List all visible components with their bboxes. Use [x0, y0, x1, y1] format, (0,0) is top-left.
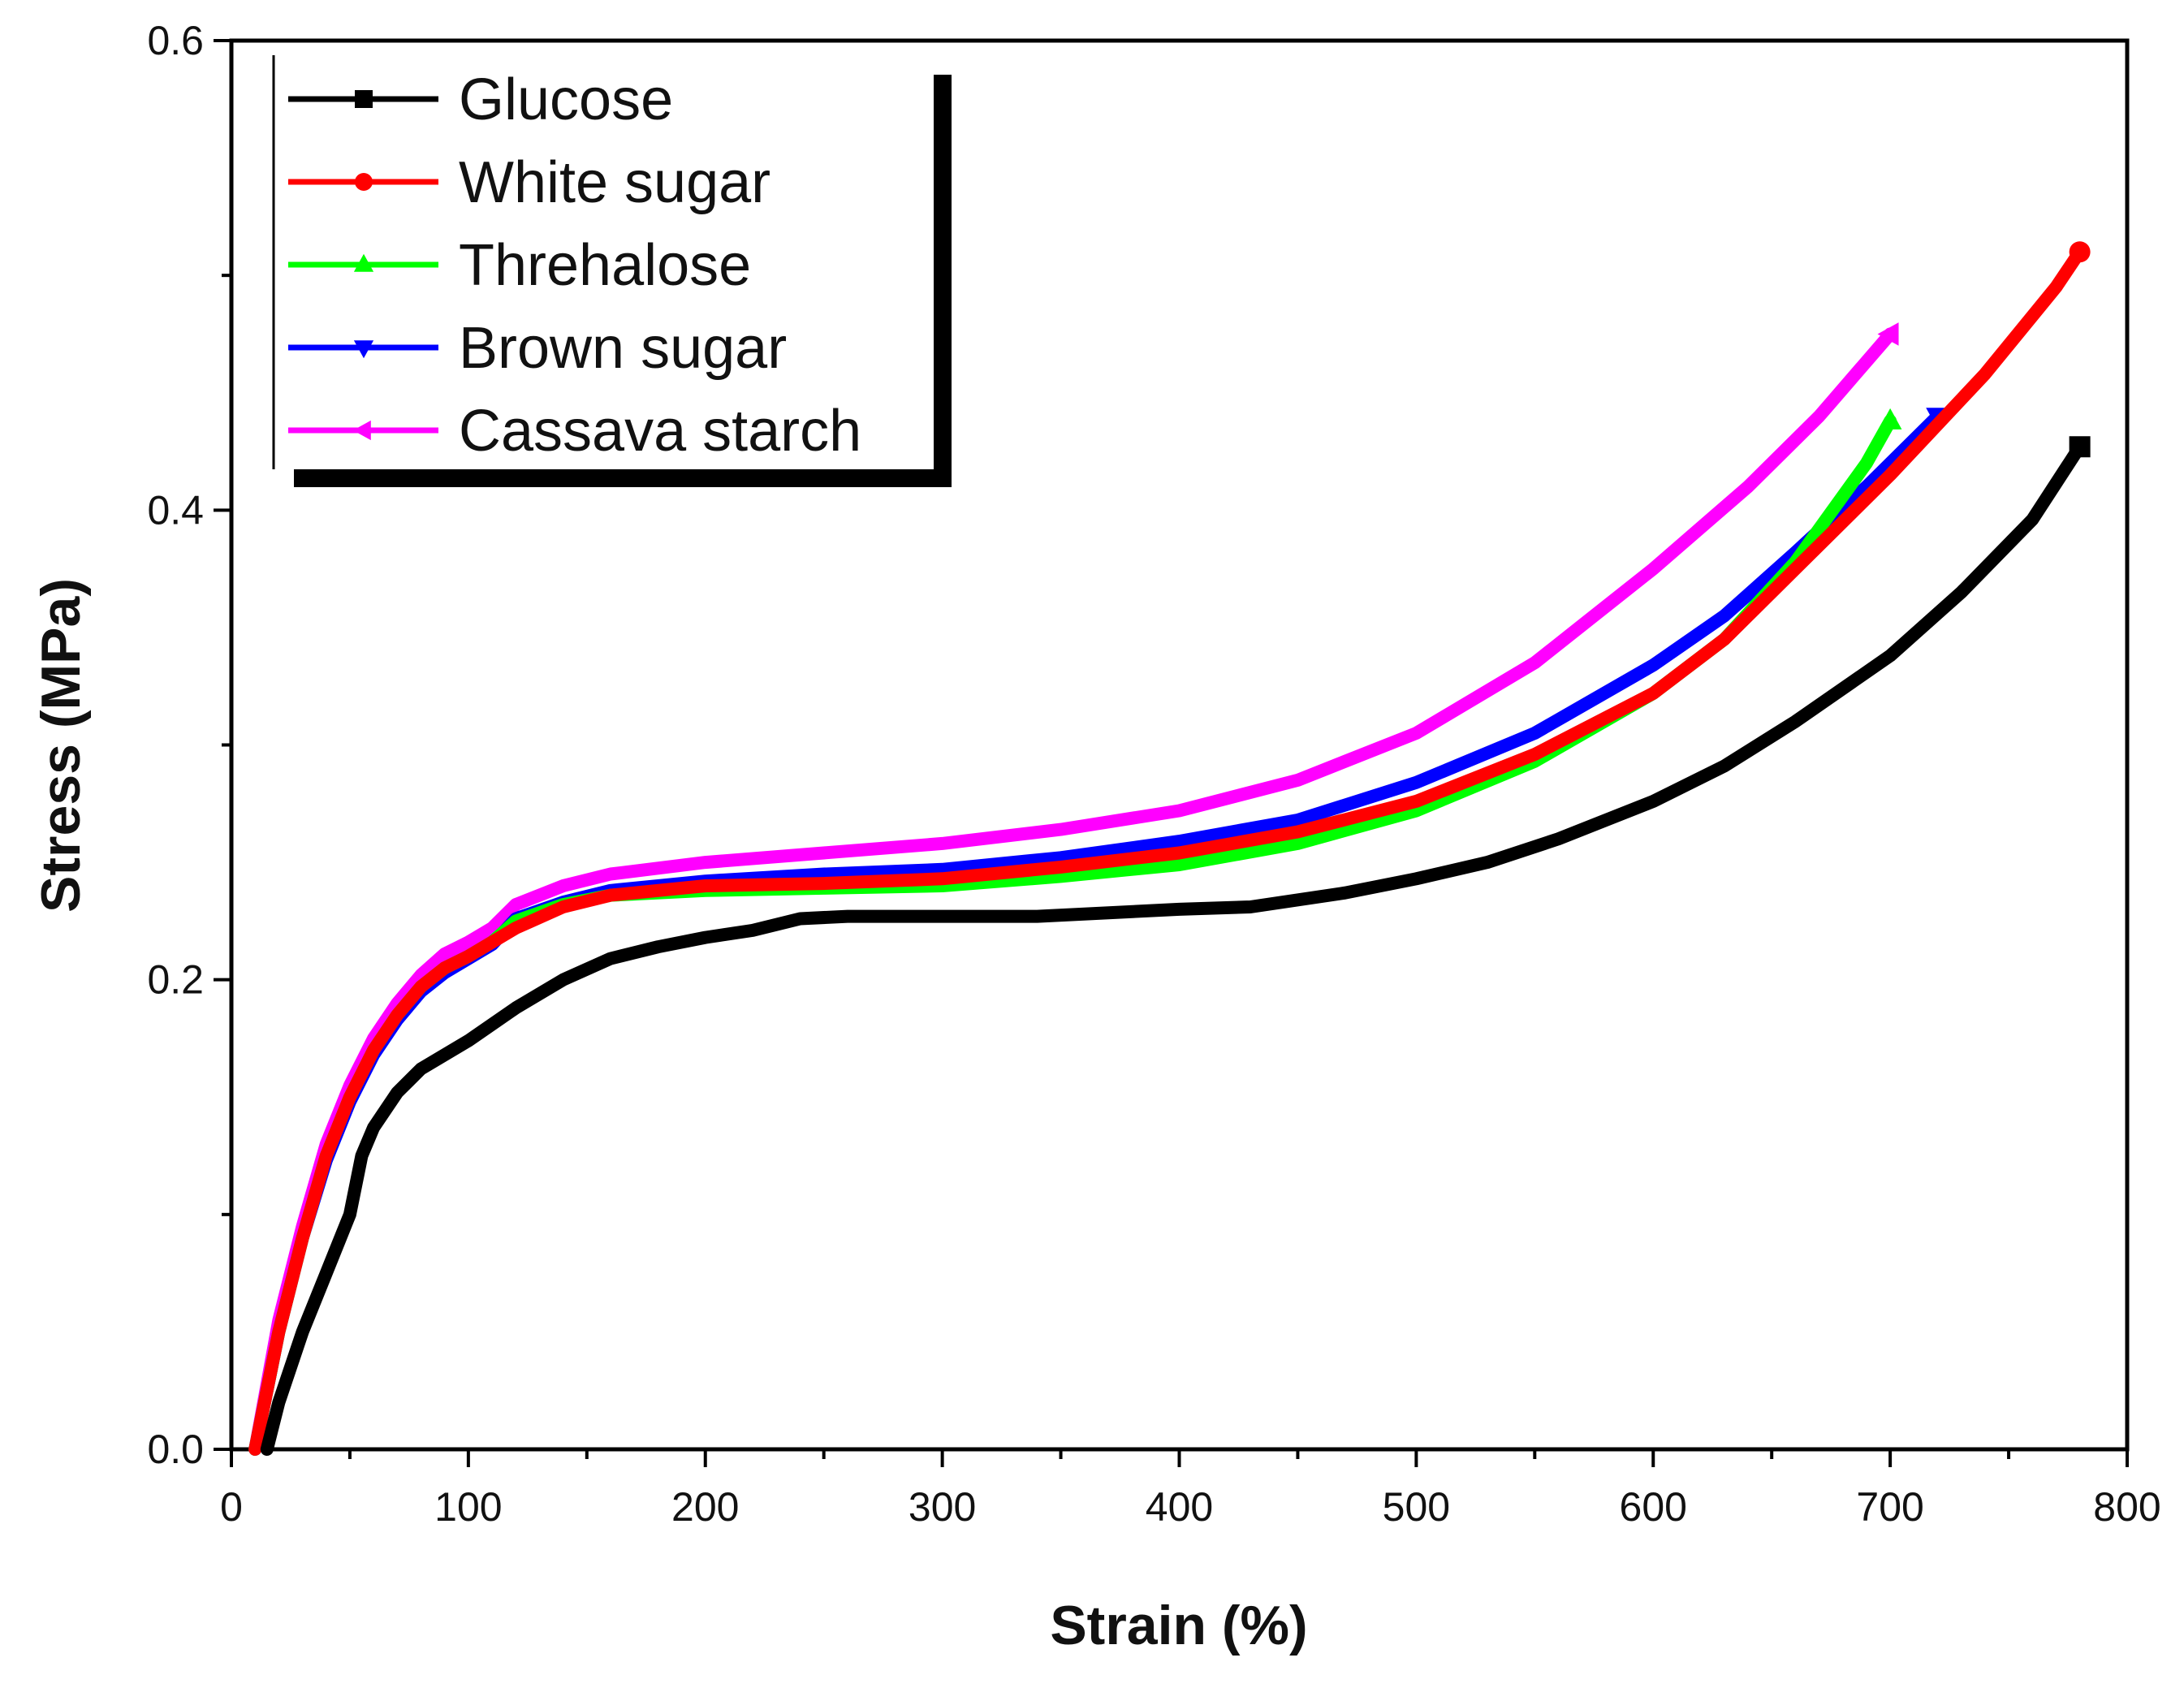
x-tick-label: 300: [909, 1484, 976, 1530]
legend-item: Threhalose: [288, 233, 751, 298]
x-tick-label: 700: [1856, 1484, 1923, 1530]
legend-item: Cassava starch: [288, 399, 861, 464]
legend-item: White sugar: [288, 150, 770, 215]
legend-marker: [353, 253, 374, 272]
legend-items: Glucose White sugar Threhalose Brown sugar C…: [288, 67, 861, 464]
series-layer: [248, 241, 2091, 1456]
legend-marker: [352, 420, 371, 441]
x-axis: 0 100 200 300 400 500 600 700 800: [220, 1449, 2161, 1530]
x-tick-label: 800: [2093, 1484, 2160, 1530]
y-tick-label: 0.4: [147, 487, 204, 533]
y-axis: 0.0 0.2 0.4 0.6: [147, 18, 231, 1472]
series-glucose: [260, 436, 2091, 1456]
legend-marker: [353, 340, 374, 359]
y-tick-label: 0.2: [147, 957, 204, 1003]
legend: Glucose White sugar Threhalose Brown sugar C…: [272, 55, 952, 487]
x-axis-title: Strain (%): [1050, 1595, 1307, 1656]
x-tick-label: 100: [434, 1484, 502, 1530]
x-tick-label: 0: [220, 1484, 243, 1530]
series-end-marker: [1877, 322, 1899, 346]
x-tick-label: 600: [1620, 1484, 1687, 1530]
y-tick-label: 0.0: [147, 1427, 204, 1472]
series-end-marker: [1878, 408, 1902, 430]
series-line: [248, 245, 2087, 1456]
legend-item: Glucose: [288, 67, 673, 132]
y-axis-title: Stress (MPa): [30, 578, 92, 913]
legend-label: White sugar: [459, 150, 770, 215]
legend-label: Brown sugar: [459, 316, 787, 381]
plot-area: [229, 38, 2130, 1452]
legend-label: Cassava starch: [459, 399, 861, 464]
legend-shadow-bottom: [294, 469, 952, 487]
series-end-marker: [2069, 436, 2091, 458]
legend-shadow-right: [934, 75, 952, 487]
x-tick-label: 200: [671, 1484, 739, 1530]
x-tick-label: 500: [1383, 1484, 1450, 1530]
legend-marker: [355, 90, 373, 108]
legend-item: Brown sugar: [288, 316, 787, 381]
legend-label: Threhalose: [459, 233, 751, 298]
series-end-marker: [2069, 241, 2091, 263]
series-white-sugar: [248, 241, 2091, 1456]
legend-marker: [355, 173, 373, 191]
x-tick-label: 400: [1146, 1484, 1213, 1530]
series-line: [260, 440, 2087, 1456]
y-tick-label: 0.6: [147, 18, 204, 63]
legend-label: Glucose: [459, 67, 673, 132]
